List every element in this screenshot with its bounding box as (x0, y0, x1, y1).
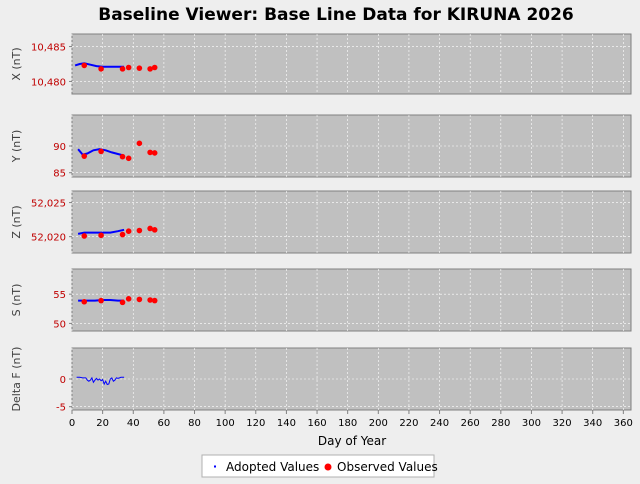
legend-adopted-label: Adopted Values (226, 460, 319, 474)
observed-point (119, 231, 126, 238)
x-tick-label: 100 (216, 418, 235, 429)
observed-point (81, 62, 88, 69)
y-axis-label: Y (nT) (10, 130, 23, 164)
observed-point (136, 296, 143, 303)
plot-area (71, 114, 632, 178)
x-axis-label: Day of Year (318, 434, 386, 448)
y-tick-label: -5 (56, 403, 66, 414)
legend-observed-label: Observed Values (337, 460, 438, 474)
legend-adopted-marker (214, 465, 216, 468)
x-tick-label: 240 (430, 418, 449, 429)
legend: Adopted Values Observed Values (201, 454, 438, 478)
x-tick-label: 320 (553, 418, 572, 429)
observed-point (125, 64, 132, 71)
x-tick-label: 140 (277, 418, 296, 429)
panel-3: 55 50 S (nT) (10, 268, 632, 332)
observed-point (147, 225, 153, 232)
panel-0: 10,485 10,480 X (nT) (10, 33, 632, 95)
observed-point (81, 233, 88, 239)
x-tick-label: 200 (369, 418, 388, 429)
y-tick-label: 10,485 (31, 43, 66, 54)
y-tick-label: 55 (53, 290, 66, 301)
x-tick-label: 280 (491, 418, 510, 429)
x-axis: 0 20 40 60 80 100 120 140 160 180 200 220 240 260 280 3… (69, 410, 633, 429)
legend-box (201, 454, 435, 478)
panels-group: 10,485 10,480 X (nT) 90 85 Y (nT) 52,025 52,020… (10, 33, 632, 414)
observed-point (125, 296, 132, 302)
x-tick-label: 40 (127, 418, 140, 429)
legend-observed-marker (324, 463, 332, 471)
observed-point (119, 153, 126, 160)
observed-point (119, 299, 126, 306)
adopted-series-line (74, 62, 125, 68)
adopted-series-line (77, 228, 125, 235)
plot-area (71, 268, 632, 332)
x-tick-label: 220 (399, 418, 418, 429)
x-tick-label: 300 (522, 418, 541, 429)
x-tick-label: 340 (583, 418, 602, 429)
observed-point (81, 153, 88, 159)
adopted-series-line (76, 376, 125, 386)
x-tick-label: 120 (246, 418, 265, 429)
x-tick-label: 260 (461, 418, 480, 429)
plot-area (71, 33, 632, 95)
x-tick-label: 60 (158, 418, 171, 429)
observed-point (136, 140, 143, 147)
y-axis-label: Z (nT) (10, 205, 23, 238)
panel-2: 52,025 52,020 Z (nT) (10, 190, 632, 254)
observed-point (151, 297, 158, 304)
observed-point (119, 66, 126, 72)
observed-point (125, 228, 132, 234)
panel-1: 90 85 Y (nT) (10, 114, 632, 180)
y-tick-label: 52,025 (31, 199, 66, 210)
y-tick-label: 90 (53, 142, 66, 153)
observed-point (98, 232, 104, 239)
y-axis-label: S (nT) (10, 284, 23, 317)
observed-point (136, 65, 143, 71)
observed-point (125, 155, 132, 162)
observed-point (147, 66, 153, 72)
x-tick-label: 360 (614, 418, 633, 429)
y-tick-label: 10,480 (31, 77, 66, 88)
y-axis-label: Delta F (nT) (10, 347, 23, 412)
chart-title: Baseline Viewer: Base Line Data for KIRU… (98, 5, 574, 25)
x-tick-label: 20 (96, 418, 109, 429)
y-tick-label: 85 (53, 169, 66, 180)
y-tick-label: 50 (53, 319, 66, 330)
x-tick-label: 0 (69, 418, 75, 429)
observed-point (136, 227, 143, 234)
observed-point (98, 66, 104, 72)
y-tick-label: 52,020 (31, 233, 66, 244)
x-tick-label: 80 (188, 418, 201, 429)
y-axis-label: X (nT) (10, 47, 23, 80)
observed-point (147, 297, 153, 303)
observed-point (81, 298, 88, 305)
panel-4: 0 -5 Delta F (nT) (10, 347, 632, 414)
observed-point (151, 150, 158, 156)
plot-area (71, 190, 632, 254)
observed-point (151, 64, 158, 71)
y-tick-label: 0 (60, 375, 66, 386)
observed-point (98, 297, 104, 304)
observed-point (98, 148, 104, 155)
x-tick-label: 160 (307, 418, 326, 429)
observed-point (151, 227, 158, 233)
plot-area (71, 347, 632, 411)
observed-point (147, 149, 153, 156)
x-tick-label: 180 (338, 418, 357, 429)
